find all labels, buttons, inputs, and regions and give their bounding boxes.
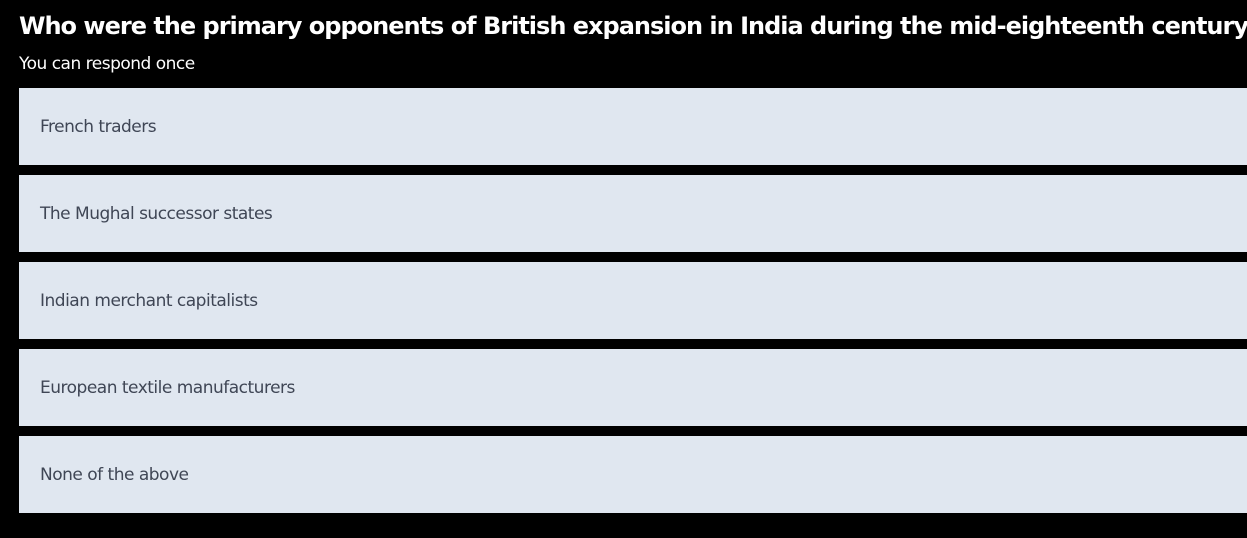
answer-option-label: European textile manufacturers bbox=[40, 377, 295, 398]
response-limit-note: You can respond once bbox=[19, 54, 195, 74]
answer-option-european-textile-manufacturers[interactable]: European textile manufacturers bbox=[19, 349, 1247, 426]
answer-option-mughal-successor-states[interactable]: The Mughal successor states bbox=[19, 175, 1247, 252]
answer-option-none-of-the-above[interactable]: None of the above bbox=[19, 436, 1247, 513]
answer-option-label: The Mughal successor states bbox=[40, 203, 273, 224]
answer-options-list: French traders The Mughal successor stat… bbox=[19, 88, 1247, 513]
answer-option-indian-merchant-capitalists[interactable]: Indian merchant capitalists bbox=[19, 262, 1247, 339]
answer-option-label: None of the above bbox=[40, 464, 189, 485]
question-title: Who were the primary opponents of Britis… bbox=[19, 12, 1247, 40]
answer-option-label: Indian merchant capitalists bbox=[40, 290, 258, 311]
answer-option-label: French traders bbox=[40, 116, 157, 137]
answer-option-french-traders[interactable]: French traders bbox=[19, 88, 1247, 165]
